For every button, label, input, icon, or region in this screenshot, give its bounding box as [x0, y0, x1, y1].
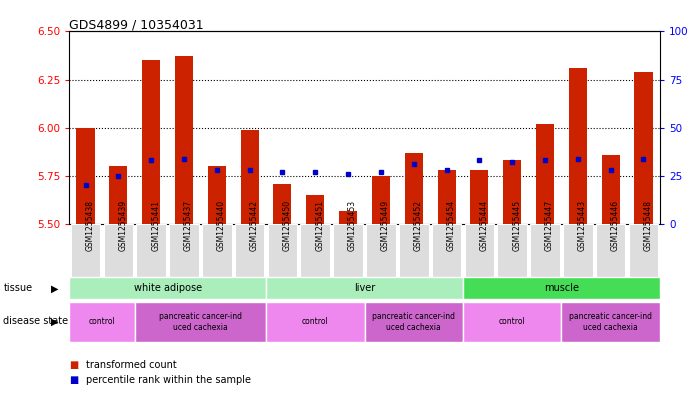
Bar: [142, 61, 160, 224]
Bar: [77, 128, 95, 224]
Text: GSM1255448: GSM1255448: [643, 200, 652, 251]
FancyBboxPatch shape: [366, 224, 396, 277]
FancyBboxPatch shape: [563, 224, 593, 277]
Bar: [372, 176, 390, 224]
Bar: [306, 195, 324, 224]
Text: ■: ■: [69, 375, 78, 386]
Text: GSM1255445: GSM1255445: [512, 200, 521, 251]
Text: GSM1255444: GSM1255444: [480, 200, 489, 251]
FancyBboxPatch shape: [463, 277, 660, 299]
Text: GSM1255451: GSM1255451: [315, 200, 324, 251]
Text: GSM1255450: GSM1255450: [283, 200, 292, 251]
Text: GSM1255437: GSM1255437: [184, 200, 193, 251]
FancyBboxPatch shape: [596, 224, 625, 277]
Text: GSM1255442: GSM1255442: [249, 200, 258, 251]
Text: percentile rank within the sample: percentile rank within the sample: [86, 375, 252, 386]
FancyBboxPatch shape: [530, 224, 560, 277]
Bar: [109, 166, 127, 224]
Text: control: control: [302, 318, 329, 326]
Text: transformed count: transformed count: [86, 360, 177, 370]
FancyBboxPatch shape: [266, 302, 365, 342]
Text: GSM1255440: GSM1255440: [217, 200, 226, 251]
FancyBboxPatch shape: [266, 277, 463, 299]
Text: white adipose: white adipose: [133, 283, 202, 294]
FancyBboxPatch shape: [301, 224, 330, 277]
Text: GSM1255447: GSM1255447: [545, 200, 554, 251]
Bar: [634, 72, 652, 224]
FancyBboxPatch shape: [432, 224, 462, 277]
Text: ▶: ▶: [51, 316, 59, 327]
FancyBboxPatch shape: [498, 224, 527, 277]
Text: ▶: ▶: [51, 283, 59, 294]
FancyBboxPatch shape: [202, 224, 231, 277]
FancyBboxPatch shape: [561, 302, 660, 342]
FancyBboxPatch shape: [69, 302, 135, 342]
Text: GSM1255443: GSM1255443: [578, 200, 587, 251]
Text: GDS4899 / 10354031: GDS4899 / 10354031: [69, 18, 204, 31]
FancyBboxPatch shape: [464, 224, 494, 277]
Text: GSM1255446: GSM1255446: [611, 200, 620, 251]
FancyBboxPatch shape: [463, 302, 561, 342]
Bar: [437, 170, 455, 224]
Bar: [602, 155, 620, 224]
Text: liver: liver: [354, 283, 375, 294]
Text: GSM1255438: GSM1255438: [86, 200, 95, 251]
Bar: [240, 130, 258, 224]
Text: control: control: [499, 318, 526, 326]
Text: GSM1255449: GSM1255449: [381, 200, 390, 251]
Bar: [175, 57, 193, 224]
FancyBboxPatch shape: [629, 224, 659, 277]
FancyBboxPatch shape: [169, 224, 199, 277]
Bar: [503, 160, 521, 224]
FancyBboxPatch shape: [104, 224, 133, 277]
Text: GSM1255452: GSM1255452: [414, 200, 423, 251]
FancyBboxPatch shape: [69, 277, 266, 299]
Bar: [405, 153, 423, 224]
Text: muscle: muscle: [544, 283, 579, 294]
Text: GSM1255453: GSM1255453: [348, 200, 357, 251]
Text: pancreatic cancer-ind
uced cachexia: pancreatic cancer-ind uced cachexia: [569, 312, 652, 332]
FancyBboxPatch shape: [235, 224, 265, 277]
Bar: [339, 211, 357, 224]
Bar: [536, 124, 554, 224]
FancyBboxPatch shape: [136, 224, 166, 277]
Bar: [471, 170, 489, 224]
Bar: [274, 184, 292, 224]
Text: ■: ■: [69, 360, 78, 370]
Bar: [208, 166, 226, 224]
Text: GSM1255439: GSM1255439: [118, 200, 127, 251]
FancyBboxPatch shape: [399, 224, 428, 277]
Text: pancreatic cancer-ind
uced cachexia: pancreatic cancer-ind uced cachexia: [159, 312, 242, 332]
Text: tissue: tissue: [3, 283, 32, 294]
Text: disease state: disease state: [3, 316, 68, 327]
Text: GSM1255454: GSM1255454: [446, 200, 455, 251]
Text: GSM1255441: GSM1255441: [151, 200, 160, 251]
FancyBboxPatch shape: [267, 224, 297, 277]
FancyBboxPatch shape: [70, 224, 100, 277]
FancyBboxPatch shape: [333, 224, 363, 277]
Text: control: control: [88, 318, 115, 326]
FancyBboxPatch shape: [365, 302, 463, 342]
Bar: [569, 68, 587, 224]
Text: pancreatic cancer-ind
uced cachexia: pancreatic cancer-ind uced cachexia: [372, 312, 455, 332]
FancyBboxPatch shape: [135, 302, 266, 342]
